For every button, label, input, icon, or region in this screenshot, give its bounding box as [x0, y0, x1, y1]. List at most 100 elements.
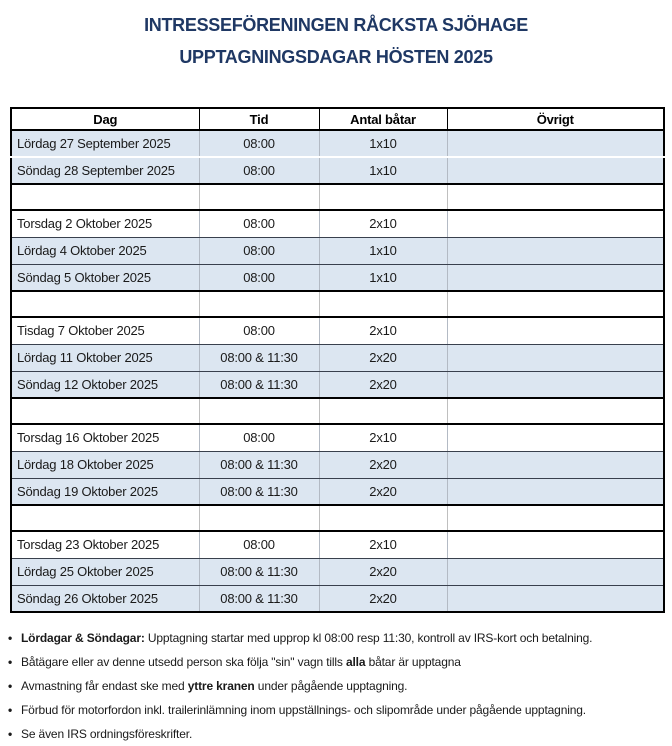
table-row: Tisdag 7 Oktober 2025 08:00 2x10 [11, 317, 664, 345]
table-row: Lördag 25 Oktober 2025 08:00 & 11:30 2x20 [11, 558, 664, 586]
empty-cell [318, 290, 447, 318]
page-title-line2: UPPTAGNINGSDAGAR HÖSTEN 2025 [179, 47, 493, 67]
boats-cell: 2x20 [318, 478, 447, 505]
empty-cell [198, 290, 319, 318]
empty-cell [446, 290, 664, 318]
boats-cell: 2x10 [318, 317, 447, 345]
boats-cell: 2x10 [318, 424, 447, 452]
table-row: Söndag 12 Oktober 2025 08:00 & 11:30 2x20 [11, 371, 664, 398]
empty-cell [11, 397, 199, 425]
time-cell: 08:00 & 11:30 [198, 344, 319, 372]
empty-cell [11, 183, 199, 211]
bullet-icon: • [8, 655, 13, 669]
note-text-segment: Avmastning får endast ske med [21, 679, 188, 693]
document-header: INTRESSEFÖRENINGEN RÅCKSTA SJÖHAGE UPPTA… [0, 0, 672, 73]
column-header-tid: Tid [198, 108, 319, 131]
boats-cell: 2x20 [318, 558, 447, 586]
note-text-segment: under pågående upptagning. [254, 679, 408, 693]
note-item: • Lördagar & Söndagar: Upptagning startar… [8, 626, 668, 650]
empty-cell [446, 183, 664, 211]
note-item: • Förbud för motorfordon inkl. trailerinl… [8, 698, 668, 722]
empty-cell [318, 183, 447, 211]
note-text-segment: Upptagning startar med upprop kl 08:00 r… [144, 631, 593, 645]
time-cell: 08:00 [198, 210, 319, 238]
table-row: Söndag 28 September 2025 08:00 1x10 [11, 157, 664, 184]
ovrigt-cell [446, 130, 664, 158]
time-cell: 08:00 & 11:30 [198, 478, 319, 505]
empty-cell [318, 504, 447, 532]
bullet-icon: • [8, 679, 13, 693]
boats-cell: 1x10 [318, 264, 447, 291]
table-row: Lördag 11 Oktober 2025 08:00 & 11:30 2x20 [11, 344, 664, 372]
empty-cell [198, 504, 319, 532]
time-cell: 08:00 [198, 317, 319, 345]
note-text-segment: yttre kranen [187, 679, 255, 693]
empty-cell [446, 504, 664, 532]
ovrigt-cell [446, 371, 664, 398]
ovrigt-cell [446, 264, 664, 291]
boats-cell: 1x10 [318, 237, 447, 265]
note-text-segment: alla [345, 655, 366, 669]
ovrigt-cell [446, 210, 664, 238]
time-cell: 08:00 [198, 130, 319, 158]
note-text-segment: Förbud för motorfordon inkl. trailerinlä… [21, 703, 586, 717]
time-cell: 08:00 [198, 237, 319, 265]
separator-row [11, 397, 664, 425]
note-item: • Avmastning får endast ske med yttre kra… [8, 674, 668, 698]
boats-cell: 1x10 [318, 157, 447, 184]
empty-cell [198, 183, 319, 211]
boats-cell: 2x20 [318, 371, 447, 398]
boats-cell: 2x10 [318, 210, 447, 238]
bullet-icon: • [8, 703, 13, 717]
time-cell: 08:00 [198, 531, 319, 559]
separator-row [11, 290, 664, 318]
table-row: Torsdag 23 Oktober 2025 08:00 2x10 [11, 531, 664, 559]
empty-cell [198, 397, 319, 425]
boats-cell: 2x20 [318, 585, 447, 612]
time-cell: 08:00 & 11:30 [198, 585, 319, 612]
schedule-table: Dag Tid Antal båtar Övrigt Lördag 27 Sep… [10, 107, 665, 613]
table-row: Lördag 4 Oktober 2025 08:00 1x10 [11, 237, 664, 265]
page-title-line1: INTRESSEFÖRENINGEN RÅCKSTA SJÖHAGE [144, 15, 528, 35]
table-row: Torsdag 16 Oktober 2025 08:00 2x10 [11, 424, 664, 452]
day-cell: Lördag 11 Oktober 2025 [11, 344, 199, 372]
day-cell: Lördag 4 Oktober 2025 [11, 237, 199, 265]
note-item: • Se även IRS ordningsföreskrifter. [8, 722, 668, 746]
day-cell: Lördag 18 Oktober 2025 [11, 451, 199, 479]
notes-list: • Lördagar & Söndagar: Upptagning startar… [8, 626, 668, 746]
day-cell: Söndag 28 September 2025 [11, 157, 199, 184]
table-row: Söndag 26 Oktober 2025 08:00 & 11:30 2x20 [11, 585, 664, 612]
empty-cell [11, 504, 199, 532]
boats-cell: 2x10 [318, 531, 447, 559]
ovrigt-cell [446, 478, 664, 505]
empty-cell [11, 290, 199, 318]
time-cell: 08:00 & 11:30 [198, 558, 319, 586]
ovrigt-cell [446, 317, 664, 345]
boats-cell: 2x20 [318, 451, 447, 479]
table-row: Torsdag 2 Oktober 2025 08:00 2x10 [11, 210, 664, 238]
day-cell: Torsdag 2 Oktober 2025 [11, 210, 199, 238]
ovrigt-cell [446, 237, 664, 265]
note-item: • Båtägare eller av denne utsedd person s… [8, 650, 668, 674]
table-row: Lördag 18 Oktober 2025 08:00 & 11:30 2x20 [11, 451, 664, 479]
day-cell: Söndag 26 Oktober 2025 [11, 585, 199, 612]
note-text-segment: Lördagar & Söndagar: [21, 631, 145, 645]
bullet-icon: • [8, 727, 13, 741]
time-cell: 08:00 [198, 424, 319, 452]
note-text-segment: Båtägare eller av denne utsedd person sk… [21, 655, 346, 669]
ovrigt-cell [446, 157, 664, 184]
time-cell: 08:00 & 11:30 [198, 451, 319, 479]
empty-cell [446, 397, 664, 425]
ovrigt-cell [446, 558, 664, 586]
ovrigt-cell [446, 585, 664, 612]
time-cell: 08:00 [198, 157, 319, 184]
time-cell: 08:00 [198, 264, 319, 291]
note-text-segment: båtar är upptagna [365, 655, 461, 669]
day-cell: Torsdag 23 Oktober 2025 [11, 531, 199, 559]
day-cell: Söndag 19 Oktober 2025 [11, 478, 199, 505]
boats-cell: 2x20 [318, 344, 447, 372]
column-header-ovrigt: Övrigt [446, 108, 664, 131]
day-cell: Söndag 5 Oktober 2025 [11, 264, 199, 291]
ovrigt-cell [446, 424, 664, 452]
boats-cell: 1x10 [318, 130, 447, 158]
